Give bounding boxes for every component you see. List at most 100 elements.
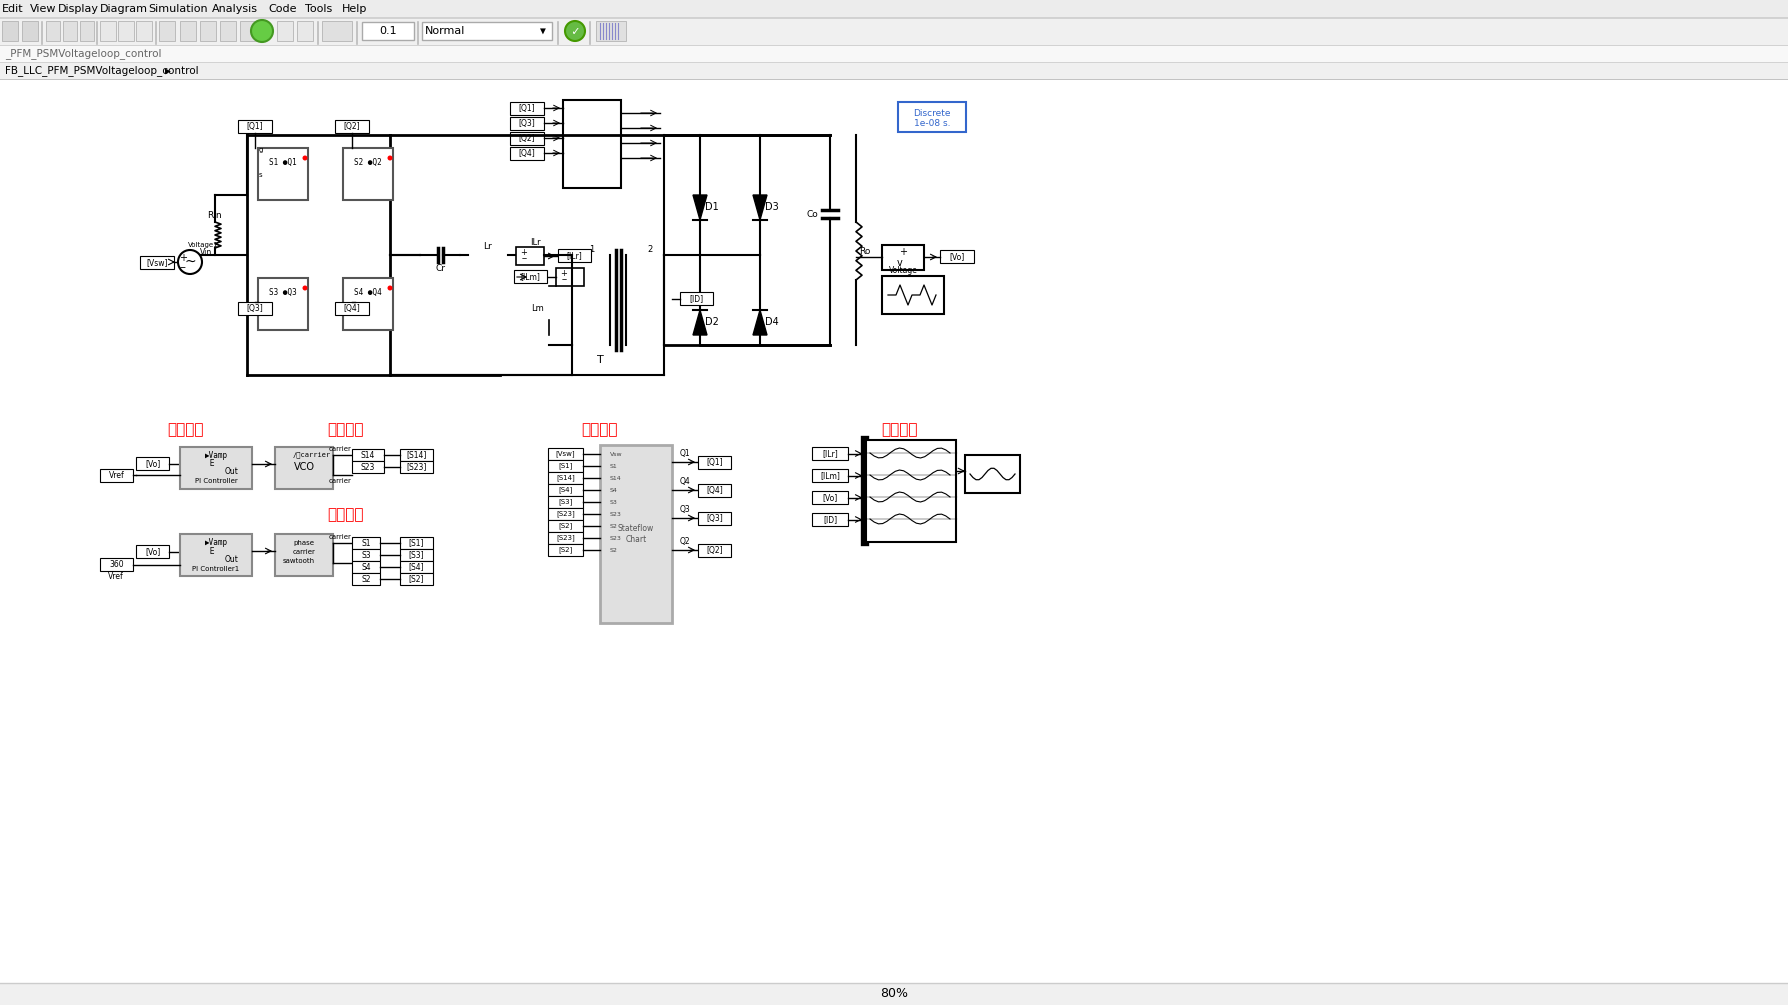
Text: [Vo]: [Vo] bbox=[822, 493, 837, 502]
Text: S1: S1 bbox=[361, 539, 370, 548]
Bar bbox=[322, 21, 352, 41]
Text: S4 ●Q4: S4 ●Q4 bbox=[354, 287, 383, 296]
Bar bbox=[80, 21, 95, 41]
Text: [S1]: [S1] bbox=[558, 462, 572, 469]
Text: −: − bbox=[181, 263, 186, 273]
Text: Rin: Rin bbox=[207, 210, 222, 219]
Text: [Q1]: [Q1] bbox=[519, 104, 535, 113]
Text: VCO: VCO bbox=[293, 462, 315, 472]
Text: Vref: Vref bbox=[109, 471, 125, 480]
Bar bbox=[556, 268, 585, 286]
Bar bbox=[865, 440, 957, 542]
Bar bbox=[558, 249, 592, 262]
Bar bbox=[0, 0, 1788, 18]
Bar bbox=[517, 247, 544, 265]
Bar bbox=[547, 484, 583, 496]
Bar bbox=[595, 21, 626, 41]
Circle shape bbox=[179, 250, 202, 274]
Text: g: g bbox=[259, 147, 263, 153]
Text: carrier: carrier bbox=[329, 478, 352, 484]
Text: [ID]: [ID] bbox=[690, 294, 703, 303]
Text: [ILr]: [ILr] bbox=[822, 449, 839, 458]
Bar bbox=[343, 148, 393, 200]
Text: Diagram: Diagram bbox=[100, 4, 148, 14]
Text: [Q3]: [Q3] bbox=[519, 119, 535, 128]
Bar bbox=[238, 120, 272, 133]
Text: Voltage1: Voltage1 bbox=[188, 242, 218, 248]
Bar bbox=[343, 278, 393, 330]
Bar bbox=[510, 132, 544, 145]
Bar bbox=[181, 21, 197, 41]
Bar bbox=[139, 256, 173, 269]
Text: S23: S23 bbox=[610, 536, 622, 541]
Text: 1e-08 s.: 1e-08 s. bbox=[914, 119, 949, 128]
Text: Stateflow
Chart: Stateflow Chart bbox=[619, 525, 654, 544]
Text: Discrete: Discrete bbox=[914, 109, 951, 118]
Text: D2: D2 bbox=[704, 317, 719, 327]
Text: Code: Code bbox=[268, 4, 297, 14]
Text: ✓: ✓ bbox=[570, 24, 579, 37]
Text: S1 ●Q1: S1 ●Q1 bbox=[270, 158, 297, 167]
Text: Out: Out bbox=[225, 466, 240, 475]
Text: S4: S4 bbox=[361, 563, 370, 572]
Text: carrier: carrier bbox=[293, 549, 316, 555]
Bar bbox=[220, 21, 236, 41]
Bar bbox=[697, 456, 731, 469]
Text: /ˋcarrier: /ˋcarrier bbox=[293, 451, 331, 458]
Bar bbox=[0, 18, 1788, 46]
Text: Simulation: Simulation bbox=[148, 4, 207, 14]
Text: FB_LLC_PFM_PSMVoltageloop_control: FB_LLC_PFM_PSMVoltageloop_control bbox=[5, 65, 198, 76]
Bar bbox=[275, 447, 333, 489]
Bar bbox=[547, 544, 583, 556]
Bar bbox=[966, 455, 1019, 493]
Bar bbox=[898, 102, 966, 132]
Text: s: s bbox=[259, 172, 263, 178]
Bar bbox=[136, 21, 152, 41]
Text: S3: S3 bbox=[361, 551, 370, 560]
Bar bbox=[513, 270, 547, 283]
Bar bbox=[238, 302, 272, 315]
Bar bbox=[547, 460, 583, 472]
Polygon shape bbox=[694, 195, 706, 220]
Text: Analysis: Analysis bbox=[213, 4, 257, 14]
Bar bbox=[352, 537, 381, 549]
Bar bbox=[547, 532, 583, 544]
Text: S2 ●Q2: S2 ●Q2 bbox=[354, 158, 383, 167]
Text: S2: S2 bbox=[361, 575, 370, 584]
Bar bbox=[510, 102, 544, 115]
Bar bbox=[697, 512, 731, 525]
Text: _PFM_PSMVoltageloop_control: _PFM_PSMVoltageloop_control bbox=[5, 48, 161, 59]
Text: S14: S14 bbox=[610, 475, 622, 480]
Text: Display: Display bbox=[57, 4, 98, 14]
Bar bbox=[0, 983, 1788, 1005]
Bar bbox=[547, 496, 583, 508]
Text: [S3]: [S3] bbox=[558, 498, 572, 506]
Bar bbox=[812, 491, 848, 504]
Text: +: + bbox=[520, 247, 527, 256]
Text: carrier: carrier bbox=[329, 446, 352, 452]
Bar bbox=[401, 573, 433, 585]
Text: ~: ~ bbox=[184, 255, 197, 269]
Text: +: + bbox=[899, 247, 907, 257]
Text: [Q2]: [Q2] bbox=[519, 134, 535, 143]
Bar bbox=[181, 534, 252, 576]
Text: 主要波形: 主要波形 bbox=[881, 422, 919, 437]
Text: [Q4]: [Q4] bbox=[706, 486, 722, 495]
Bar bbox=[46, 21, 61, 41]
Text: View: View bbox=[30, 4, 57, 14]
Bar bbox=[812, 469, 848, 482]
Bar bbox=[361, 22, 415, 40]
Text: PI Controller1: PI Controller1 bbox=[193, 566, 240, 572]
Text: S14: S14 bbox=[361, 450, 375, 459]
Circle shape bbox=[250, 20, 274, 42]
Text: Q1: Q1 bbox=[679, 448, 690, 457]
Bar bbox=[510, 117, 544, 130]
Bar bbox=[510, 147, 544, 160]
Text: [Q2]: [Q2] bbox=[706, 546, 722, 555]
Bar bbox=[257, 278, 308, 330]
Text: carrier: carrier bbox=[329, 534, 352, 540]
Text: 80%: 80% bbox=[880, 987, 908, 1000]
Bar bbox=[297, 21, 313, 41]
Text: v: v bbox=[898, 258, 903, 268]
Text: Vsw: Vsw bbox=[610, 451, 622, 456]
